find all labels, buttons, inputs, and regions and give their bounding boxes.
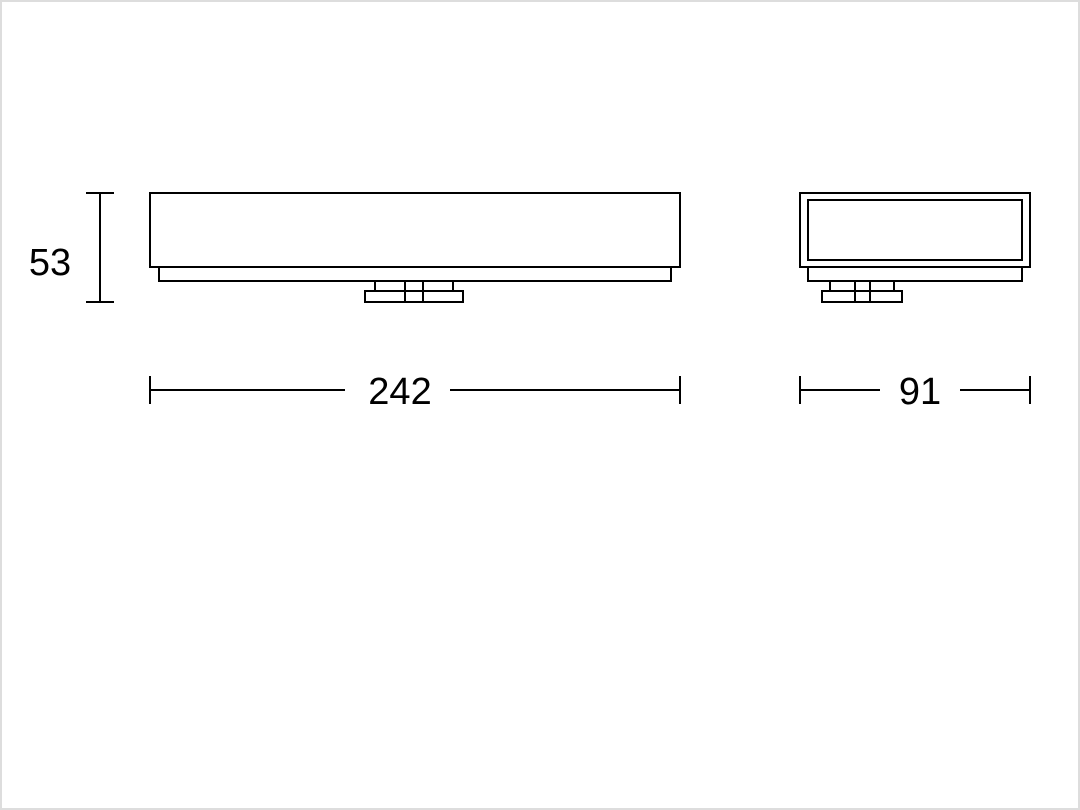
side-view-mid bbox=[800, 193, 1030, 267]
dim-side-width-label: 91 bbox=[899, 371, 941, 413]
dim-front-width-label: 242 bbox=[368, 371, 431, 413]
side-view-body bbox=[808, 200, 1022, 260]
front-view-lip bbox=[159, 267, 671, 281]
side-view-lip bbox=[808, 267, 1022, 281]
dim-height-label: 53 bbox=[29, 242, 71, 284]
front-bracket-top bbox=[375, 281, 453, 291]
front-view-body bbox=[150, 193, 680, 267]
side-bracket-base bbox=[822, 291, 902, 302]
side-bracket-top bbox=[830, 281, 894, 291]
front-bracket-base bbox=[365, 291, 463, 302]
